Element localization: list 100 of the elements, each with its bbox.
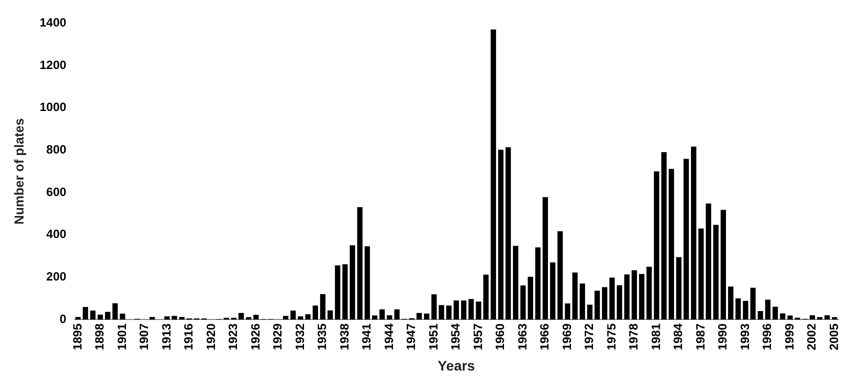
x-tick-label: 1972 xyxy=(582,323,596,350)
bar xyxy=(246,317,252,320)
bar xyxy=(253,314,259,320)
bar xyxy=(372,315,378,320)
x-tick-label: 1923 xyxy=(226,323,240,350)
x-tick-label: 1907 xyxy=(137,323,152,350)
bar xyxy=(179,316,185,320)
bar xyxy=(758,311,764,320)
bar xyxy=(713,224,719,320)
bar xyxy=(632,270,637,320)
x-axis-title: Years xyxy=(438,357,476,374)
bar xyxy=(75,316,81,320)
bar xyxy=(690,146,696,320)
bar xyxy=(720,210,726,320)
bar xyxy=(328,310,333,320)
bar xyxy=(661,152,667,320)
bar xyxy=(468,298,474,320)
y-axis-title: Number of plates xyxy=(11,118,26,224)
x-tick-label: 1935 xyxy=(315,323,330,350)
bar xyxy=(290,310,296,320)
bar xyxy=(772,306,778,320)
bar xyxy=(616,285,622,320)
bar xyxy=(98,314,103,320)
bar xyxy=(431,294,437,320)
bar xyxy=(832,317,838,320)
y-tick-label: 1200 xyxy=(40,58,67,72)
bar xyxy=(483,274,489,320)
y-tick-label: 400 xyxy=(46,227,67,242)
bar xyxy=(542,197,548,320)
bar xyxy=(512,246,518,320)
y-tick-label: 1000 xyxy=(40,100,67,114)
bar xyxy=(498,150,504,320)
x-tick-label: 1993 xyxy=(738,323,752,350)
bar xyxy=(506,147,511,320)
bar xyxy=(728,286,734,320)
bar xyxy=(684,158,689,320)
x-tick-label: 1987 xyxy=(693,323,708,350)
x-tick-label: 1938 xyxy=(337,323,352,350)
x-tick-label: 1996 xyxy=(760,323,774,350)
x-tick-label: 1984 xyxy=(671,323,686,350)
x-tick-label: 1898 xyxy=(92,323,107,350)
y-tick-label: 200 xyxy=(46,269,67,284)
bar xyxy=(564,303,570,320)
x-tick-label: 1941 xyxy=(360,323,374,350)
bar xyxy=(706,204,712,320)
bar xyxy=(750,288,756,320)
bar xyxy=(364,246,370,320)
bar xyxy=(394,309,400,320)
bar xyxy=(438,305,444,320)
bar xyxy=(520,285,526,320)
x-tick-label: 1978 xyxy=(626,323,641,350)
bar xyxy=(742,300,748,320)
x-tick-label: 1944 xyxy=(382,323,396,350)
bar xyxy=(461,300,466,320)
x-tick-label: 1901 xyxy=(114,323,129,350)
bar xyxy=(550,262,556,320)
bar xyxy=(424,314,430,320)
bar xyxy=(90,310,96,320)
bar xyxy=(528,276,534,320)
bar xyxy=(476,302,482,320)
bar xyxy=(342,264,348,320)
bar xyxy=(320,294,326,320)
x-tick-label: 1999 xyxy=(782,323,796,350)
bar xyxy=(824,315,830,320)
x-tick-label: 1981 xyxy=(648,323,663,350)
x-tick-label: 1926 xyxy=(248,323,262,350)
bar xyxy=(454,300,459,320)
bar xyxy=(639,274,644,320)
x-tick-label: 1954 xyxy=(448,323,463,350)
x-tick-label: 2005 xyxy=(826,323,841,350)
bar xyxy=(490,30,496,320)
x-tick-label: 1929 xyxy=(270,323,285,350)
x-tick-label: 1963 xyxy=(515,323,530,350)
bar xyxy=(446,306,452,320)
bar xyxy=(112,303,118,320)
x-tick-label: 1990 xyxy=(716,323,730,350)
y-tick-label: 600 xyxy=(46,184,67,199)
bar xyxy=(735,298,741,320)
bar xyxy=(379,309,385,320)
bar xyxy=(334,265,340,320)
x-tick-label: 1920 xyxy=(204,323,218,350)
bar xyxy=(580,284,586,320)
x-tick-label: 1895 xyxy=(70,323,84,350)
bar xyxy=(82,307,88,320)
bar xyxy=(780,313,786,320)
x-tick-label: 1947 xyxy=(404,323,418,350)
bar xyxy=(810,315,815,320)
bar xyxy=(416,312,422,320)
bar xyxy=(572,272,578,320)
bar xyxy=(624,274,630,320)
bar xyxy=(787,315,793,320)
bar xyxy=(350,245,356,320)
bar xyxy=(357,207,363,320)
x-tick-label: 1913 xyxy=(159,323,174,350)
bar xyxy=(535,247,541,320)
bar xyxy=(557,231,563,320)
x-tick-label: 1951 xyxy=(426,323,440,350)
bar xyxy=(594,290,600,320)
bar xyxy=(765,300,770,320)
bar xyxy=(817,317,822,320)
